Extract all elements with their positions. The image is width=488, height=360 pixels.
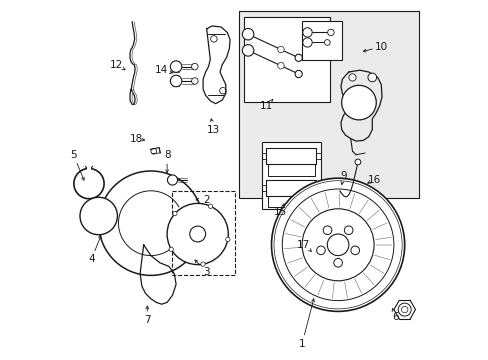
- Text: 1: 1: [298, 339, 305, 349]
- Circle shape: [326, 234, 348, 256]
- Text: 8: 8: [163, 150, 170, 160]
- Circle shape: [167, 203, 228, 265]
- Circle shape: [170, 75, 182, 87]
- Circle shape: [341, 85, 375, 120]
- Circle shape: [302, 28, 311, 37]
- Text: 11: 11: [259, 101, 272, 111]
- Circle shape: [208, 204, 212, 208]
- Text: 10: 10: [374, 42, 387, 52]
- Bar: [302, 21, 341, 60]
- Circle shape: [169, 247, 173, 251]
- Text: 4: 4: [88, 254, 95, 264]
- Text: 16: 16: [366, 175, 380, 185]
- Circle shape: [367, 73, 376, 82]
- Circle shape: [191, 63, 198, 70]
- Circle shape: [80, 197, 117, 235]
- Text: 7: 7: [143, 315, 150, 325]
- Circle shape: [242, 28, 253, 40]
- Text: 12: 12: [110, 60, 123, 70]
- Circle shape: [167, 175, 177, 185]
- Text: 2: 2: [203, 195, 209, 205]
- Circle shape: [201, 262, 205, 266]
- Text: 17: 17: [297, 240, 310, 250]
- Text: 9: 9: [340, 171, 346, 181]
- Circle shape: [294, 54, 302, 62]
- Circle shape: [350, 246, 359, 255]
- Bar: [244, 17, 329, 102]
- Circle shape: [348, 74, 355, 81]
- Circle shape: [316, 246, 325, 255]
- Circle shape: [170, 61, 182, 72]
- Circle shape: [327, 29, 333, 36]
- Text: 13: 13: [207, 125, 220, 135]
- Circle shape: [225, 237, 229, 242]
- Text: 18: 18: [130, 134, 143, 144]
- Circle shape: [189, 226, 205, 242]
- Circle shape: [191, 78, 198, 84]
- Circle shape: [172, 211, 177, 216]
- Text: 14: 14: [155, 65, 168, 75]
- Circle shape: [324, 40, 329, 45]
- Circle shape: [302, 38, 311, 47]
- Circle shape: [242, 45, 253, 56]
- Circle shape: [344, 226, 352, 235]
- Bar: [261, 142, 321, 209]
- Circle shape: [277, 46, 284, 53]
- Bar: [172, 191, 235, 275]
- Circle shape: [323, 226, 331, 235]
- Circle shape: [354, 159, 360, 165]
- Bar: [87, 166, 91, 174]
- Circle shape: [333, 258, 342, 267]
- Text: 3: 3: [203, 267, 209, 277]
- Circle shape: [277, 63, 284, 69]
- Bar: [239, 11, 418, 198]
- Circle shape: [294, 71, 302, 78]
- Text: 5: 5: [70, 150, 77, 160]
- Circle shape: [271, 178, 404, 311]
- Text: 6: 6: [391, 312, 398, 322]
- Circle shape: [302, 209, 373, 281]
- Text: 15: 15: [273, 207, 286, 217]
